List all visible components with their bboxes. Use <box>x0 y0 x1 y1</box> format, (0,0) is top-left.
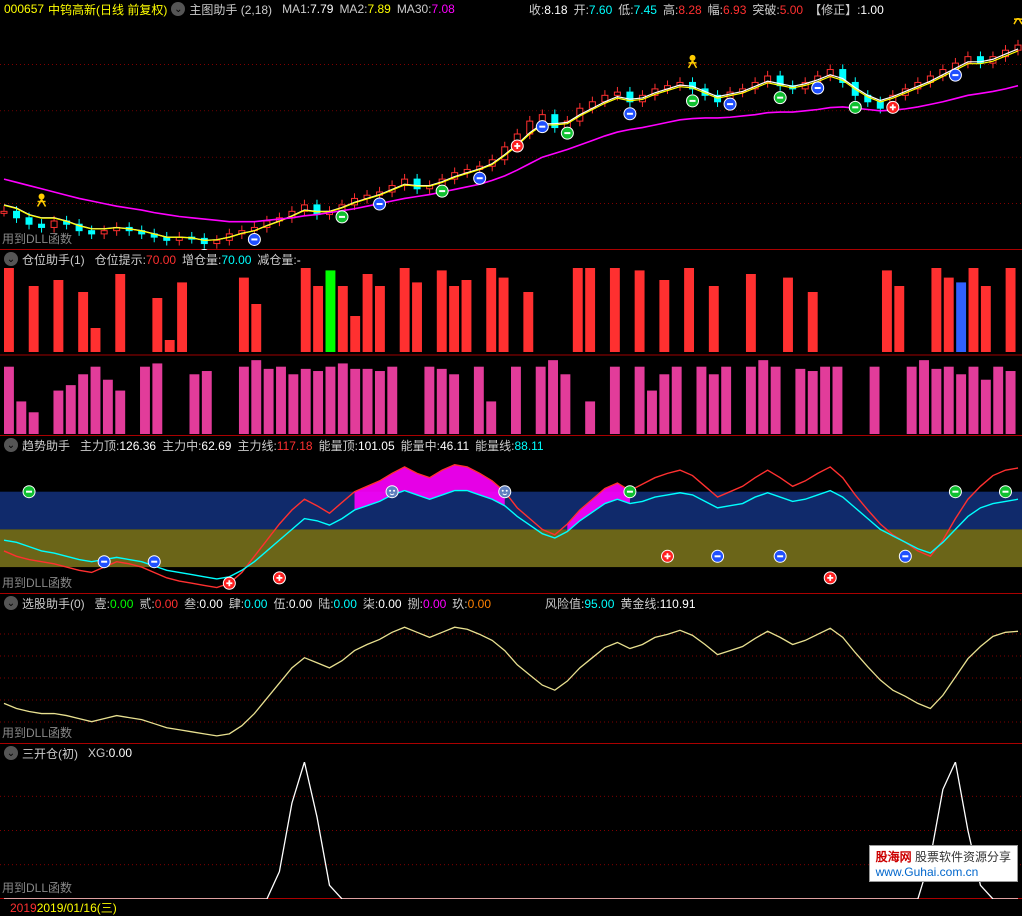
watermark-url: www.Guhai.com.cn <box>876 865 979 879</box>
trend-legend: 主力顶:126.36主力中:62.69主力线:117.18能量顶:101.05能… <box>74 437 544 454</box>
select-header: ⌄ 选股助手(0) 壹:0.00贰:0.00叁:0.00肆:0.00伍:0.00… <box>0 594 1022 612</box>
dll-note: 用到DLL函数 <box>2 230 72 247</box>
stock-code: 000657 <box>4 2 44 16</box>
trend-title: 趋势助手 <box>22 437 70 454</box>
sankai-header: ⌄ 三开仓(初) XG:0.00 <box>0 744 1022 762</box>
expand-icon[interactable]: ⌄ <box>4 746 18 760</box>
select-legend: 壹:0.00贰:0.00叁:0.00肆:0.00伍:0.00陆:0.00柒:0.… <box>89 595 491 612</box>
sankai-title: 三开仓(初) <box>22 745 78 762</box>
trend-chart-body[interactable] <box>0 454 1022 594</box>
watermark-title: 股海网 <box>876 850 912 864</box>
indicator-name: 主图助手 (2,18) <box>189 1 272 18</box>
volume-panel: ⌄ 仓位助手(1) 仓位提示:70.00增仓量:70.00减仓量:- <box>0 250 1022 436</box>
select-risk: 风险值:95.00黄金线:110.91 <box>539 595 696 612</box>
main-chart-body[interactable]: 5.1 <box>0 18 1022 250</box>
main-chart-panel: 000657 中钨高新(日线 前复权) ⌄ 主图助手 (2,18) MA1:7.… <box>0 0 1022 250</box>
expand-icon[interactable]: ⌄ <box>4 596 18 610</box>
expand-icon[interactable]: ⌄ <box>171 2 185 16</box>
expand-icon[interactable]: ⌄ <box>4 252 18 266</box>
dll-note: 用到DLL函数 <box>2 879 72 896</box>
select-chart-body[interactable] <box>0 612 1022 744</box>
trend-panel: ⌄ 趋势助手 主力顶:126.36主力中:62.69主力线:117.18能量顶:… <box>0 436 1022 594</box>
ohlc-legend: 收:8.18开:7.60低:7.45高:8.28幅:6.93突破:5.00【修正… <box>523 1 884 18</box>
vol-chart-body[interactable] <box>0 268 1022 436</box>
vol-title: 仓位助手(1) <box>22 251 85 268</box>
dll-note: 用到DLL函数 <box>2 724 72 741</box>
watermark: 股海网 股票软件资源分享 www.Guhai.com.cn <box>869 845 1018 882</box>
ma-legend: MA1:7.79MA2:7.89MA30:7.08 <box>276 2 455 16</box>
sankai-panel: ⌄ 三开仓(初) XG:0.00 用到DLL函数 股海网 股票软件资源分享 ww… <box>0 744 1022 899</box>
expand-icon[interactable]: ⌄ <box>4 438 18 452</box>
vol-legend: 仓位提示:70.00增仓量:70.00减仓量:- <box>89 251 301 268</box>
dll-note: 用到DLL函数 <box>2 574 72 591</box>
vol-header: ⌄ 仓位助手(1) 仓位提示:70.00增仓量:70.00减仓量:- <box>0 250 1022 268</box>
main-header: 000657 中钨高新(日线 前复权) ⌄ 主图助手 (2,18) MA1:7.… <box>0 0 1022 18</box>
watermark-sub: 股票软件资源分享 <box>915 850 1011 864</box>
select-panel: ⌄ 选股助手(0) 壹:0.00贰:0.00叁:0.00肆:0.00伍:0.00… <box>0 594 1022 744</box>
stock-name: 中钨高新(日线 前复权) <box>48 1 167 18</box>
select-title: 选股助手(0) <box>22 595 85 612</box>
x-axis: 20192019/01/16(三) <box>0 899 1022 913</box>
sankai-legend: XG:0.00 <box>82 746 132 760</box>
trend-header: ⌄ 趋势助手 主力顶:126.36主力中:62.69主力线:117.18能量顶:… <box>0 436 1022 454</box>
